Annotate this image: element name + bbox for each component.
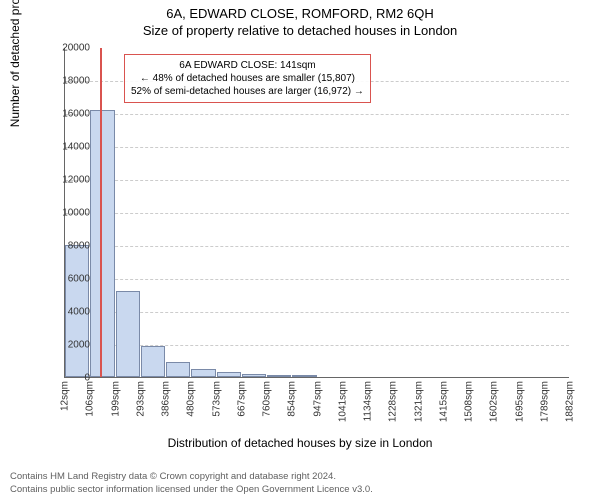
x-tick-label: 480sqm (186, 381, 197, 417)
y-tick-label: 0 (50, 373, 90, 384)
x-tick-label: 199sqm (110, 381, 121, 417)
y-tick-label: 8000 (50, 241, 90, 252)
y-tick-label: 4000 (50, 307, 90, 318)
y-tick-label: 14000 (50, 142, 90, 153)
x-tick-label: 12sqm (60, 381, 71, 411)
footer-line-1: Contains HM Land Registry data © Crown c… (10, 471, 373, 483)
x-tick-label: 1695sqm (514, 381, 525, 422)
x-tick-label: 1508sqm (464, 381, 475, 422)
gridline (65, 147, 569, 148)
histogram-bar (141, 346, 165, 377)
x-tick-label: 1602sqm (489, 381, 500, 422)
histogram-bar (242, 374, 266, 377)
gridline (65, 246, 569, 247)
y-tick-label: 6000 (50, 274, 90, 285)
x-tick-label: 1228sqm (388, 381, 399, 422)
x-tick-label: 1882sqm (565, 381, 576, 422)
y-tick-label: 20000 (50, 43, 90, 54)
histogram-bar (191, 369, 215, 377)
gridline (65, 279, 569, 280)
annotation-line: 6A EDWARD CLOSE: 141sqm (131, 59, 364, 72)
title-subtitle: Size of property relative to detached ho… (0, 21, 600, 42)
x-axis-label: Distribution of detached houses by size … (0, 436, 600, 450)
x-tick-label: 106sqm (85, 381, 96, 417)
y-tick-label: 12000 (50, 175, 90, 186)
footer-line-2: Contains public sector information licen… (10, 484, 373, 496)
y-axis-label: Number of detached properties (8, 0, 22, 127)
gridline (65, 180, 569, 181)
y-tick-label: 16000 (50, 109, 90, 120)
annotation-box: 6A EDWARD CLOSE: 141sqm← 48% of detached… (124, 54, 371, 103)
x-tick-label: 854sqm (287, 381, 298, 417)
histogram-bar (267, 375, 291, 377)
title-address: 6A, EDWARD CLOSE, ROMFORD, RM2 6QH (0, 0, 600, 21)
x-tick-label: 1134sqm (363, 381, 374, 421)
histogram-chart: 12sqm106sqm199sqm293sqm386sqm480sqm573sq… (64, 48, 569, 378)
x-tick-label: 1321sqm (413, 381, 424, 422)
gridline (65, 114, 569, 115)
histogram-bar (217, 372, 241, 377)
annotation-line: 52% of semi-detached houses are larger (… (131, 85, 364, 98)
gridline (65, 312, 569, 313)
histogram-bar (90, 110, 114, 377)
annotation-line: ← 48% of detached houses are smaller (15… (131, 72, 364, 85)
x-tick-label: 573sqm (211, 381, 222, 417)
histogram-bar (292, 375, 316, 377)
footer-attribution: Contains HM Land Registry data © Crown c… (10, 471, 373, 496)
gridline (65, 213, 569, 214)
x-tick-label: 760sqm (262, 381, 273, 417)
y-tick-label: 2000 (50, 340, 90, 351)
x-tick-label: 947sqm (312, 381, 323, 417)
property-marker-line (100, 48, 102, 377)
x-tick-label: 386sqm (161, 381, 172, 417)
x-tick-label: 293sqm (135, 381, 146, 417)
y-tick-label: 18000 (50, 76, 90, 87)
x-tick-label: 1041sqm (337, 381, 348, 422)
histogram-bar (116, 291, 140, 377)
histogram-bar (166, 362, 190, 377)
x-tick-label: 1789sqm (539, 381, 550, 422)
x-tick-label: 667sqm (236, 381, 247, 417)
x-tick-label: 1415sqm (438, 381, 449, 422)
y-tick-label: 10000 (50, 208, 90, 219)
